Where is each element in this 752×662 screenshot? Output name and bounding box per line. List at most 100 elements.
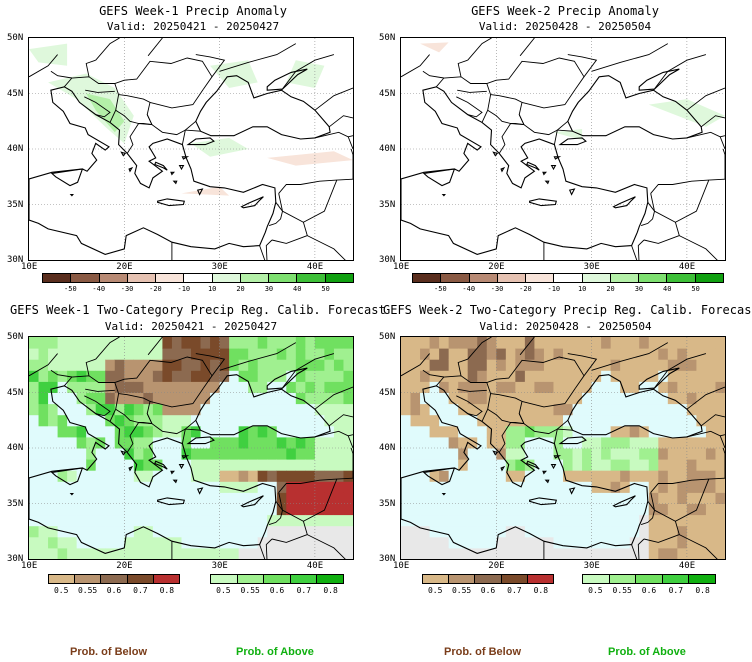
colorbar-swatch [71,274,100,282]
colorbar-swatch [423,575,450,583]
colorbar-swatch [636,575,663,583]
colorbar-label: 0.6 [641,586,657,595]
map-canvas [29,337,353,559]
colorbar-label: 20 [606,285,615,293]
lat-label: 50N [7,33,24,43]
lat-label: 30N [379,554,396,564]
lat-label: 45N [7,88,24,99]
colorbar-swatch [153,575,180,583]
lon-label: 20E [488,262,505,272]
colorbar-label: 0.55 [240,586,260,595]
colorbar-swatch [211,575,238,583]
panel-3-below-colorbar [48,574,180,584]
colorbar-swatch [269,274,298,282]
panel-1-valid: Valid: 20250421 - 20250427 [106,20,280,33]
colorbar-swatch [497,274,527,282]
lat-label: 45N [379,387,396,398]
colorbar-swatch [667,274,696,282]
colorbar-label: 0.7 [133,586,148,595]
lon-label: 20E [488,561,505,571]
panel-4-title: GEFS Week-2 Two-Category Precip Reg. Cal… [383,303,752,317]
colorbar-swatch [662,575,690,583]
panel-3-above-colorbar [210,574,344,584]
colorbar-swatch [695,274,723,282]
colorbar-swatch [297,274,326,282]
colorbar-swatch [689,575,715,583]
lon-label: 30E [583,561,600,571]
colorbar-label: -20 [519,285,532,293]
colorbar-swatch [101,575,128,583]
lon-label: 10E [21,561,38,571]
map-canvas [401,337,725,559]
colorbar-label: 0.6 [269,586,285,595]
lat-label: 45N [7,387,24,398]
colorbar-swatch [212,274,241,282]
colorbar-label: 30 [634,285,644,293]
colorbar-label: 0.7 [507,586,522,595]
colorbar-label: -40 [462,285,476,293]
footer-below-label-1: Prob. of Below [70,646,147,658]
colorbar-swatch [264,575,291,583]
colorbar-label: 0.8 [695,586,710,595]
lon-label: 20E [116,262,133,272]
footer-above-label-2: Prob. of Above [608,646,686,658]
colorbar-swatch [156,274,185,282]
colorbar-label: 0.8 [533,586,549,595]
lat-label: 35N [7,199,24,210]
colorbar-label: 0.7 [668,586,684,595]
map-canvas [401,38,725,260]
colorbar-label: -30 [490,285,504,293]
lat-label: 40N [379,443,396,453]
colorbar-swatch [49,575,76,583]
footer-below-label-2: Prob. of Below [444,646,521,658]
colorbar-label: 0.5 [53,586,69,595]
panel-2-colorbar [412,273,724,283]
colorbar-label: 50 [321,285,330,293]
colorbar-label: 10 [207,285,217,293]
colorbar-swatch [413,274,442,282]
panel-1-map [28,37,354,261]
panel-4-above-colorbar [582,574,716,584]
panel-3-valid: Valid: 20250421 - 20250427 [104,320,278,333]
colorbar-label: 40 [663,285,672,293]
lat-label: 35N [379,199,396,210]
colorbar-label: -10 [547,285,561,293]
colorbar-label: -20 [149,285,162,293]
lat-label: 35N [379,498,396,509]
colorbar-swatch [554,274,583,282]
colorbar-label: 50 [691,285,700,293]
colorbar-swatch [325,274,353,282]
colorbar-swatch [475,575,502,583]
colorbar-label: 0.6 [480,586,496,595]
map-canvas [29,38,353,260]
colorbar-swatch [240,274,270,282]
panel-3-map [28,336,354,560]
lon-label: 10E [393,561,410,571]
colorbar-label: 0.55 [451,586,472,595]
lon-label: 30E [583,262,600,272]
colorbar-swatch [127,575,154,583]
lat-label: 50N [379,33,396,43]
lon-label: 30E [211,561,228,571]
colorbar-label: 30 [264,285,274,293]
colorbar-label: -30 [120,285,134,293]
colorbar-label: 40 [293,285,302,293]
colorbar-swatch [639,274,668,282]
lat-label: 30N [7,554,24,564]
lon-label: 30E [211,262,228,272]
panel-2-map [400,37,726,261]
panel-2-valid: Valid: 20250428 - 20250504 [478,20,652,33]
colorbar-label: 0.5 [588,586,603,595]
colorbar-swatch [43,274,72,282]
lat-label: 30N [379,255,396,265]
lat-label: 35N [7,498,24,509]
lat-label: 45N [379,88,396,99]
panel-4-map [400,336,726,560]
colorbar-swatch [127,274,157,282]
colorbar-label: -40 [92,285,106,293]
colorbar-swatch [75,575,102,583]
colorbar-swatch [609,575,637,583]
lat-label: 40N [7,443,24,453]
footer-above-label-1: Prob. of Above [236,646,314,658]
panel-1-title: GEFS Week-1 Precip Anomaly [99,4,287,18]
